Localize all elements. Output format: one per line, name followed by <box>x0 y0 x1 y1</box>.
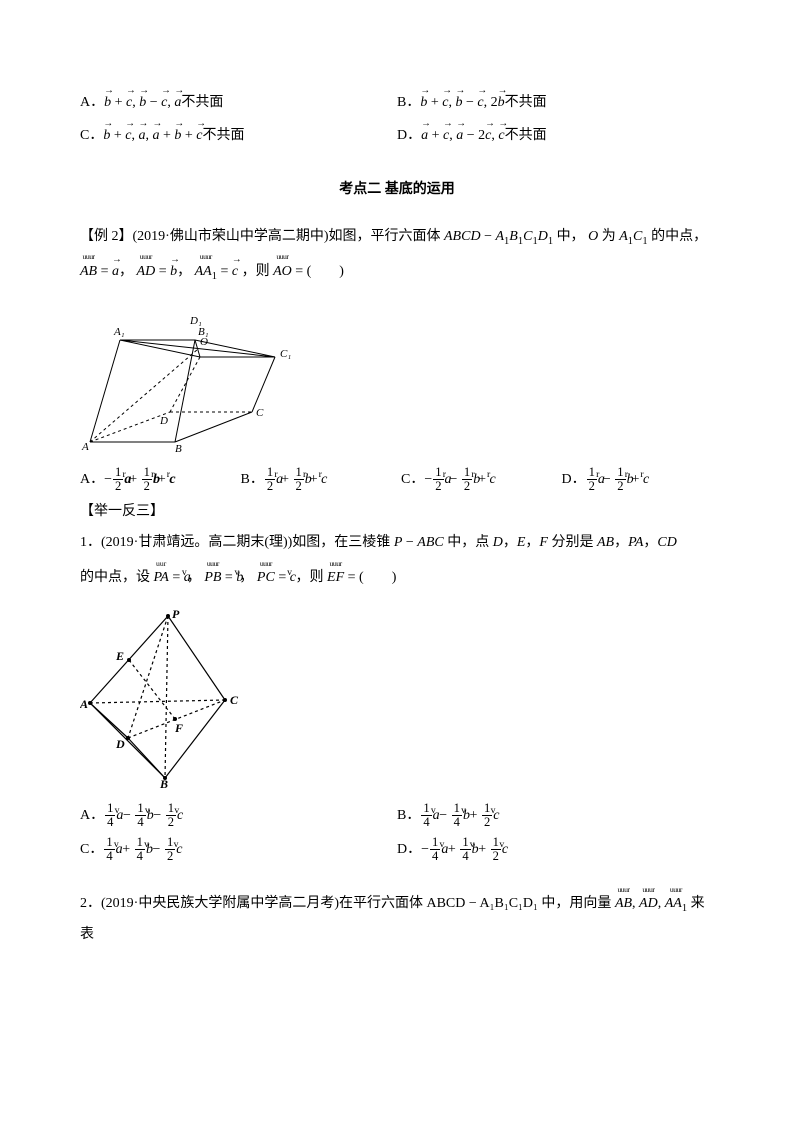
p1-opt-B: B．14av − 14bv + 12cv <box>397 802 714 830</box>
ex2-source: (2019·佛山市荣山中学高二期中)如图，平行六面体 <box>133 229 441 244</box>
svg-text:A: A <box>81 441 89 452</box>
q0-option-C: C．b + c, a, a + b + c不共面 <box>80 123 397 150</box>
svg-text:C: C <box>256 407 264 419</box>
q0-C-tail: 不共面 <box>203 128 245 143</box>
p1-tail: 的中点，设 <box>80 570 150 585</box>
ex2-ask: ，则 <box>242 264 270 279</box>
ex2-opt-C: C．−12ar − 12br + cr <box>401 466 554 494</box>
svg-text:C₁: C₁ <box>280 348 291 360</box>
ex2-opt-A: A．−12ar + 12br + cr <box>80 466 233 494</box>
diagram-tetrahedron: P A B C D E F <box>80 608 714 788</box>
section-2-title: 考点二 基底的运用 <box>80 177 714 204</box>
p1-stem-2: 的中点，设 PA = av， PB = bv， PC = cv ，则 EF = … <box>80 562 714 594</box>
ex2-options: A．−12ar + 12br + cr B．12ar + 12br + cr C… <box>80 466 714 494</box>
p2-stem: 2．(2019·中央民族大学附属中学高二月考)在平行六面体 ABCD − A₁B… <box>80 889 714 951</box>
p2-num: 2． <box>80 896 101 911</box>
p1-num: 1． <box>80 535 101 550</box>
ex2-opt-D: D．12ar − 12br + cr <box>562 466 715 494</box>
svg-text:E: E <box>115 649 124 663</box>
ex2-eq: = ( ) <box>292 264 344 279</box>
svg-text:F: F <box>174 721 183 735</box>
p1-mid2: 分别是 <box>551 535 593 550</box>
q0-row2: C．b + c, a, a + b + c不共面 D．a + c, a − 2c… <box>80 123 714 150</box>
svg-text:B: B <box>159 777 168 788</box>
svg-text:O: O <box>200 336 208 348</box>
p1-row1: A．14av − 14bv − 12cv B．14av − 14bv + 12c… <box>80 802 714 830</box>
ex2-opt-B: B．12ar + 12br + cr <box>241 466 394 494</box>
svg-text:D₁: D₁ <box>189 315 202 327</box>
p1-stem: 1．(2019·甘肃靖远。高二期末(理))如图，在三棱锥 P − ABC 中，点… <box>80 528 714 559</box>
q0-option-B: B．b + c, b − c, 2b不共面 <box>397 90 714 117</box>
q0-row1: A．b + c, b − c, a不共面 B．b + c, b − c, 2b不… <box>80 90 714 117</box>
p1-eq: = ( ) <box>344 570 396 585</box>
example-2-line2: AB = a， AD = b， AA1 = c ，则 AO = ( ) <box>80 257 714 288</box>
variant-heading: 【举一反三】 <box>80 499 714 526</box>
p1-opt-D: D．−14av + 14bv + 12cv <box>397 836 714 864</box>
svg-text:A: A <box>80 697 88 711</box>
p1-mid: 中，点 <box>447 535 489 550</box>
p1-opt-A: A．14av − 14bv − 12cv <box>80 802 397 830</box>
p1-opt-C: C．14av + 14bv − 12cv <box>80 836 397 864</box>
svg-text:D: D <box>159 415 168 427</box>
p1-ask: ，则 <box>296 570 324 585</box>
q0-A-tail: 不共面 <box>181 95 223 110</box>
svg-text:D: D <box>115 737 125 751</box>
svg-text:C: C <box>230 693 239 707</box>
diagram-parallelepiped: A₁ B₁ C₁ D₁ A B C D O <box>80 302 714 452</box>
svg-text:A₁: A₁ <box>113 326 125 338</box>
ex2-tail: 的中点， <box>651 229 707 244</box>
p1-row2: C．14av + 14bv − 12cv D．−14av + 14bv + 12… <box>80 836 714 864</box>
svg-text:B: B <box>175 443 182 452</box>
q0-option-D: D．a + c, a − 2c, c不共面 <box>397 123 714 150</box>
ex2-mid: 中， <box>557 229 585 244</box>
q0-D-tail: 不共面 <box>505 128 547 143</box>
q0-option-A: A．b + c, b − c, a不共面 <box>80 90 397 117</box>
ex2-label: 【例 2】 <box>80 229 133 244</box>
ex2-mid2: 为 <box>602 229 616 244</box>
p2-source: (2019·中央民族大学附属中学高二月考)在平行六面体 ABCD − A₁B₁C… <box>101 896 611 911</box>
svg-text:P: P <box>172 608 180 621</box>
q0-B-tail: 不共面 <box>505 95 547 110</box>
p1-source: (2019·甘肃靖远。高二期末(理))如图，在三棱锥 <box>101 535 390 550</box>
